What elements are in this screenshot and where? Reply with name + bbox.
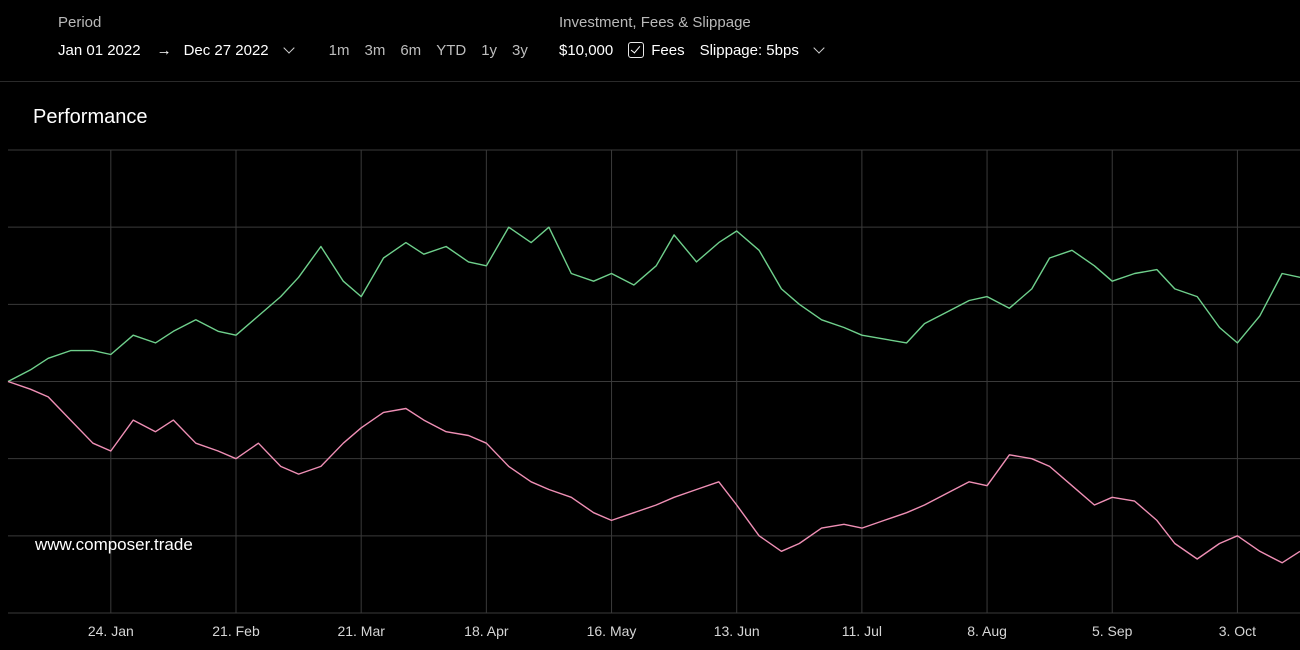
x-tick-label: 24. Jan — [88, 623, 134, 639]
arrow-right-icon: → — [156, 41, 172, 59]
period-label: Period — [58, 14, 102, 31]
fees-label: Fees — [651, 41, 685, 59]
series-line-0 — [7, 226, 1300, 383]
range-button-3m[interactable]: 3m — [364, 41, 386, 59]
start-date-picker[interactable]: Jan 01 2022 — [58, 41, 141, 59]
chart-title: Performance — [33, 106, 148, 128]
vertical-grid — [110, 150, 1238, 613]
x-tick-label: 18. Apr — [464, 623, 509, 639]
investment-group: Investment, Fees & Slippage $10,000 Fees… — [559, 14, 825, 60]
x-tick-label: 11. Jul — [842, 623, 882, 639]
x-tick-label: 21. Mar — [337, 623, 385, 639]
period-group: Period Jan 01 2022 → Dec 27 2022 1m 3m 6… — [58, 14, 528, 60]
range-button-1y[interactable]: 1y — [481, 41, 498, 59]
range-button-1m[interactable]: 1m — [328, 41, 350, 59]
series-line-1 — [7, 380, 1300, 564]
investment-row: $10,000 Fees Slippage: 5bps — [559, 40, 825, 60]
x-tick-label: 8. Aug — [967, 623, 1007, 639]
slippage-select[interactable]: Slippage: 5bps — [699, 41, 799, 59]
investment-amount[interactable]: $10,000 — [559, 41, 614, 59]
range-button-3y[interactable]: 3y — [512, 41, 528, 59]
fees-checkbox[interactable] — [628, 42, 645, 58]
x-tick-label: 21. Feb — [212, 623, 260, 639]
controls-bar: Period Jan 01 2022 → Dec 27 2022 1m 3m 6… — [0, 0, 1300, 82]
investment-label: Investment, Fees & Slippage — [559, 14, 751, 31]
horizontal-grid — [8, 149, 1300, 614]
range-button-ytd[interactable]: YTD — [436, 41, 467, 59]
end-date-picker[interactable]: Dec 27 2022 — [183, 41, 269, 59]
x-tick-label: 16. May — [587, 623, 637, 639]
series-lines — [7, 226, 1300, 564]
x-tick-label: 13. Jun — [714, 623, 760, 639]
watermark: www.composer.trade — [35, 535, 193, 554]
x-axis-ticks: 24. Jan 21. Feb 21. Mar 18. Apr 16. May 13. J… — [88, 623, 1256, 639]
x-tick-label: 3. Oct — [1219, 623, 1256, 639]
x-tick-label: 5. Sep — [1092, 623, 1133, 639]
period-row: Jan 01 2022 → Dec 27 2022 1m 3m 6m YTD 1… — [58, 40, 528, 60]
range-button-6m[interactable]: 6m — [400, 41, 422, 59]
